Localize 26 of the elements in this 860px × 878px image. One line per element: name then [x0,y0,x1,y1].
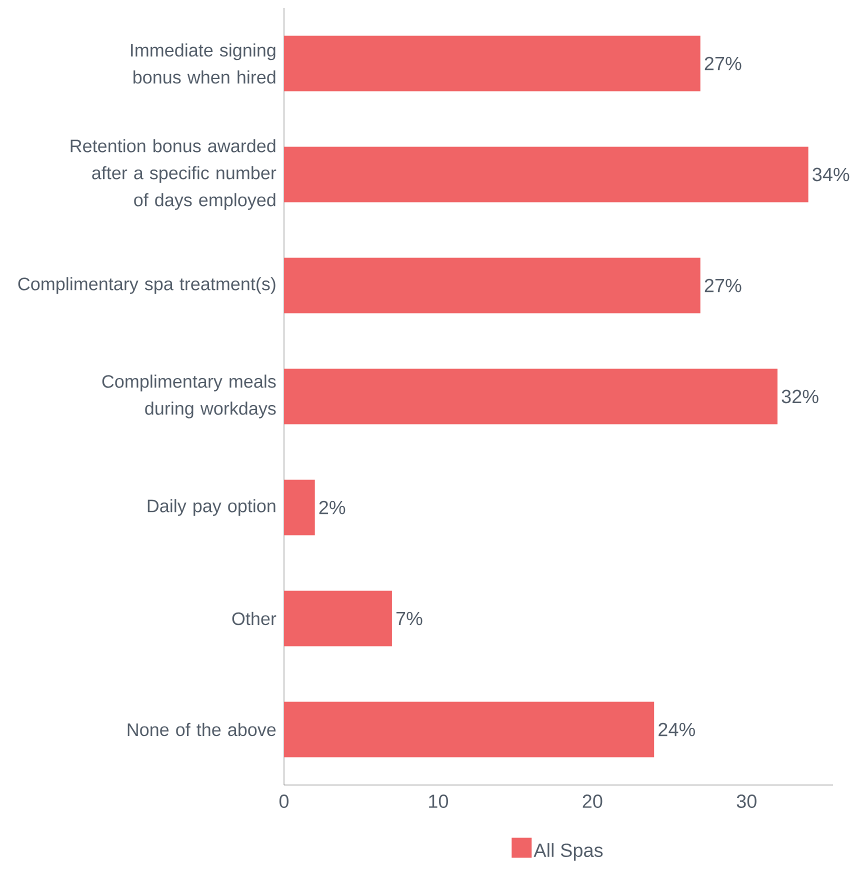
x-tick-label: 30 [736,794,756,808]
y-tick-label: Daily pay option [148,499,276,516]
data-label: 24% [658,722,695,736]
legend-label: All Spas [534,843,603,861]
data-label: 34% [812,168,850,182]
bar [284,258,700,314]
bar [284,146,808,202]
bar [284,480,315,536]
x-tick-label: 10 [429,794,448,808]
y-tick-label: Complimentary meals during workdays [102,374,276,418]
y-tick-label: Retention bonus awarded after a specific number of days employed [70,139,276,210]
y-tick-label: Complimentary spa treatment(s) [18,277,276,294]
y-tick-label: Immediate signing bonus when hired [131,43,276,84]
data-label: 32% [782,390,818,404]
y-tick-label: Other [232,612,276,626]
bar [284,368,778,424]
y-tick-label: None of the above [128,722,276,736]
bar [284,590,392,646]
x-tick-label: 20 [582,794,602,808]
bar [284,702,654,758]
bar [284,36,700,92]
data-label: 27% [704,56,742,70]
data-label: 2% [319,500,346,514]
x-tick-label: 0 [279,794,289,808]
data-label: 27% [704,278,742,292]
data-label: 7% [396,612,422,626]
